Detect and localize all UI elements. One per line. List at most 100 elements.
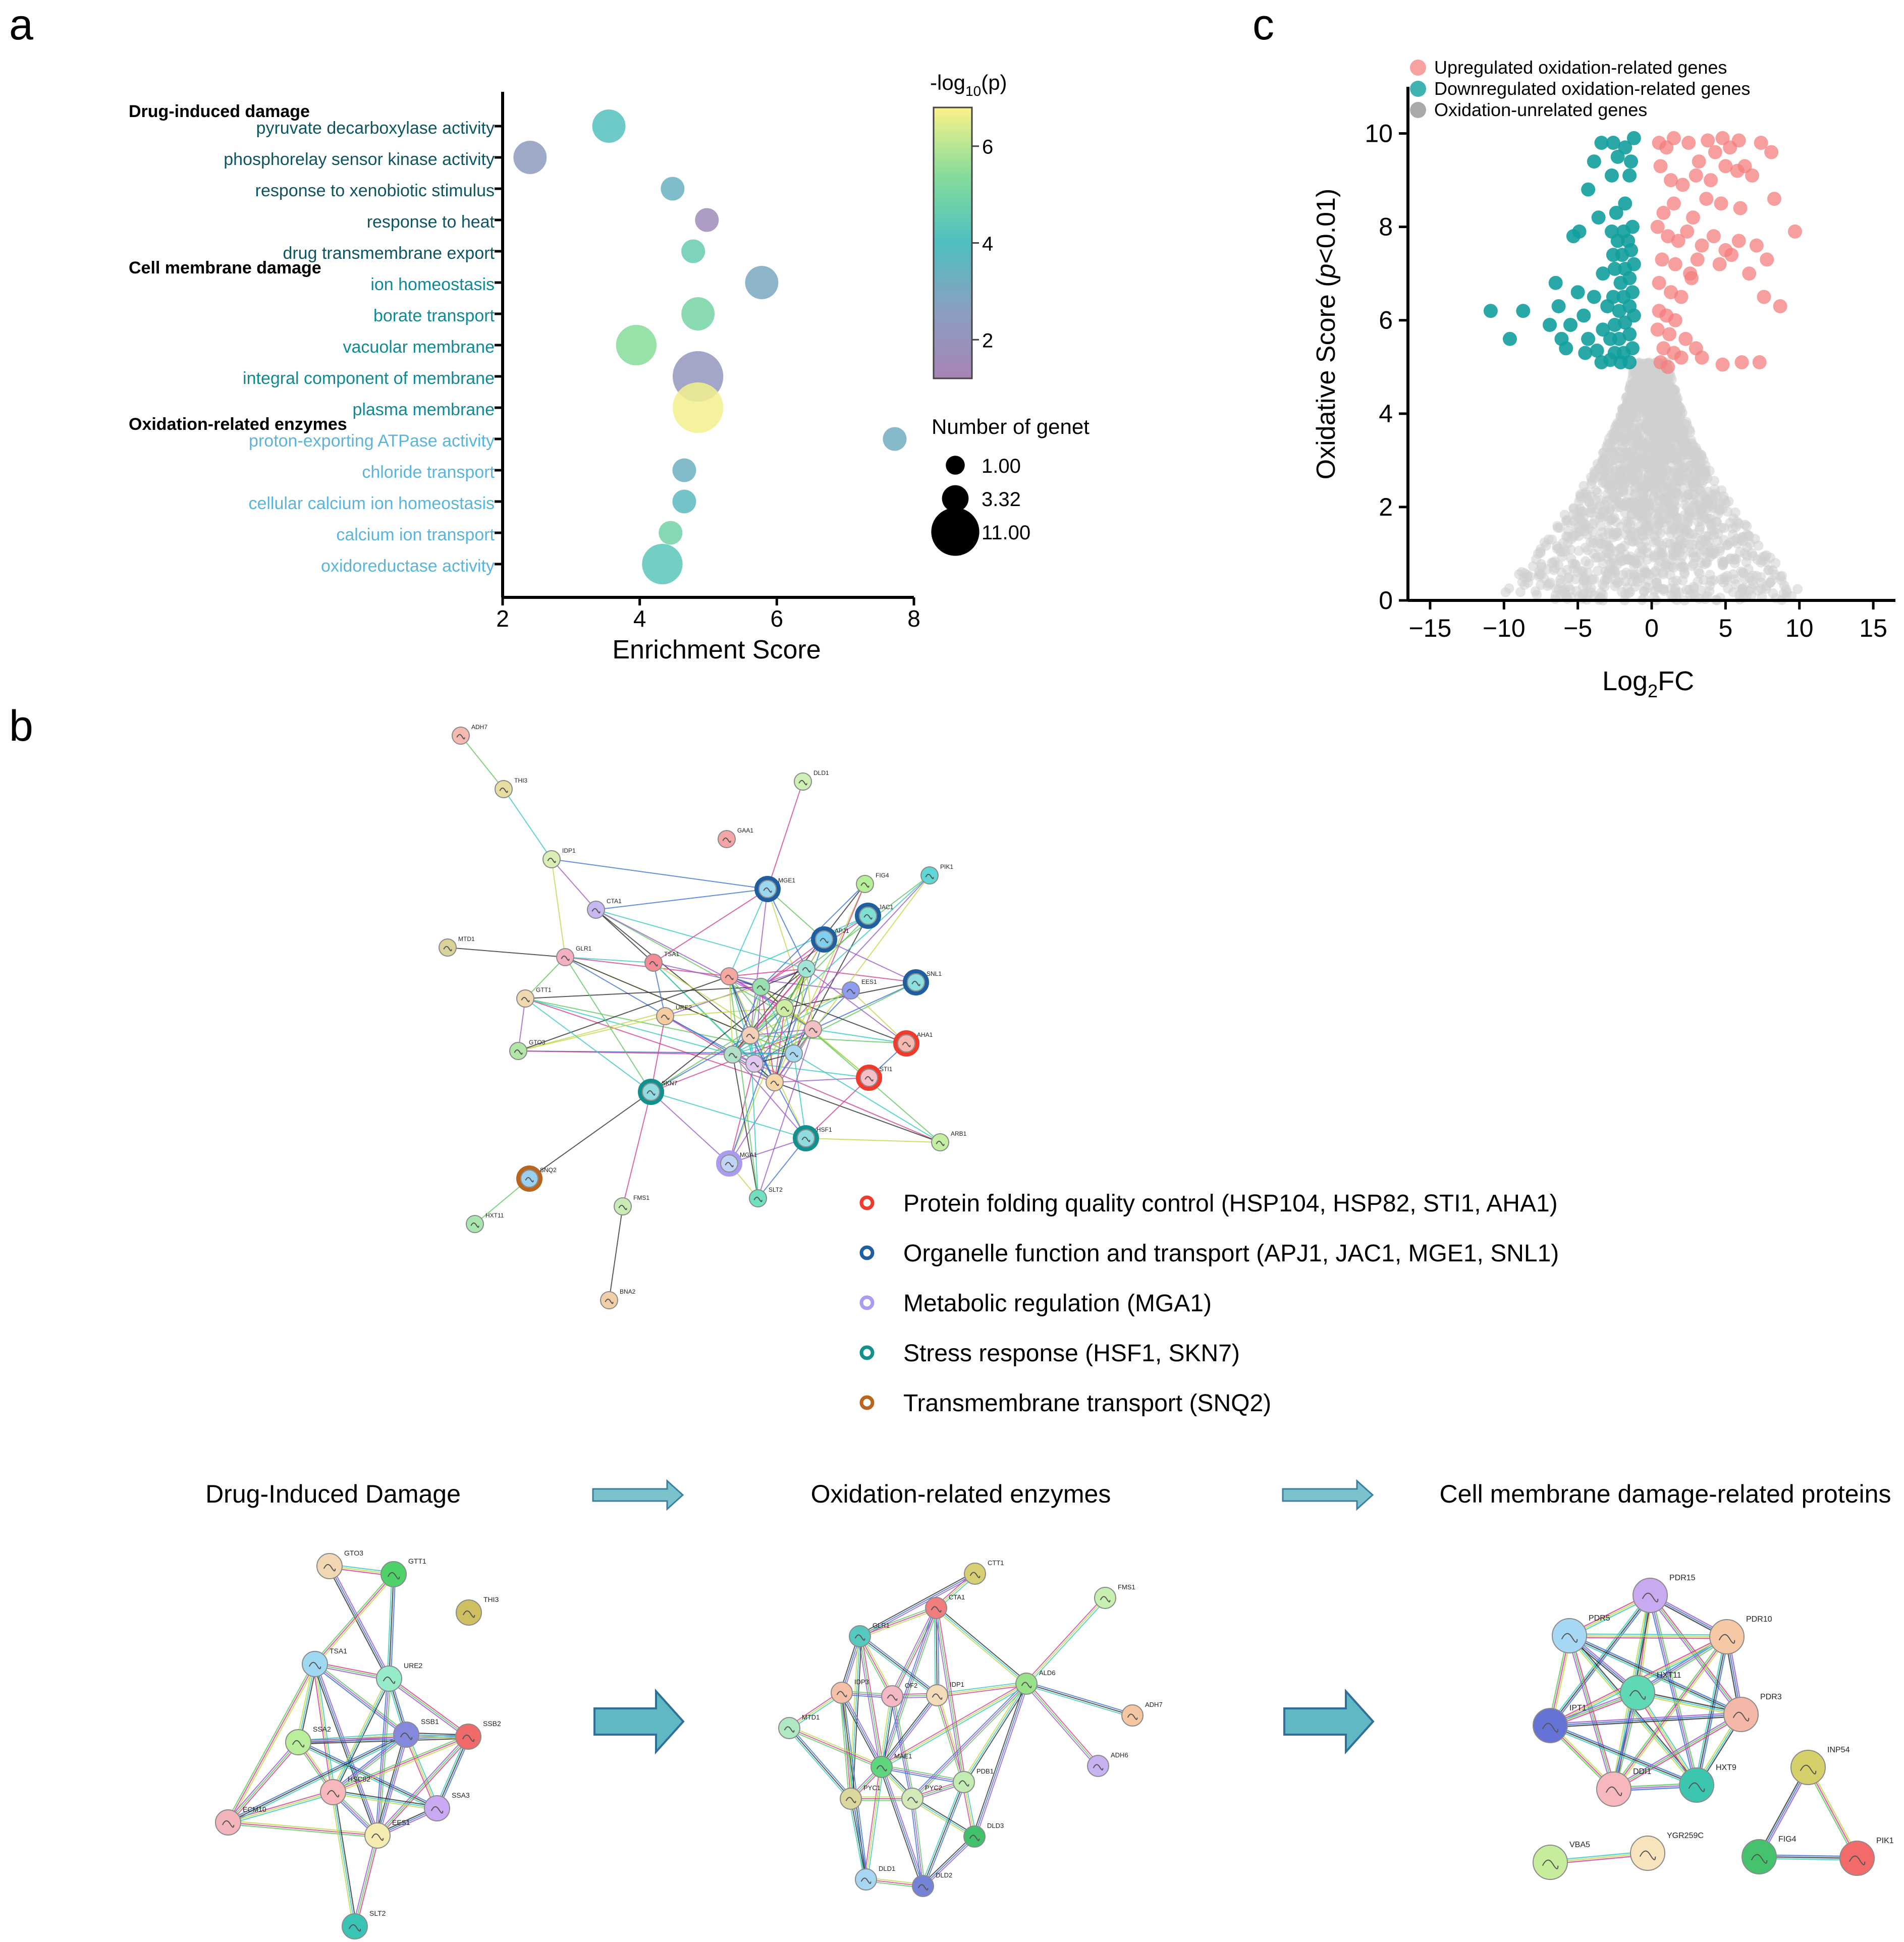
protein-node-gto3[interactable]: GTO3 [316,1549,363,1579]
protein-node-adh6[interactable]: ADH6 [1087,1751,1128,1777]
protein-node-fig4[interactable]: FIG4 [1742,1835,1797,1874]
unrelated-gene-point [1635,555,1645,566]
protein-node-ygr259c[interactable]: YGR259C [1630,1832,1704,1871]
protein-node-ure2[interactable]: URE2 [376,1661,423,1692]
protein-node-[interactable] [745,1055,764,1073]
node-circle [1790,1750,1826,1785]
protein-node-[interactable] [776,999,794,1017]
unrelated-gene-point [1792,584,1803,594]
protein-node-gaa1[interactable]: GAA1 [718,827,753,848]
protein-node-ssb1[interactable]: SSB1 [393,1717,439,1748]
protein-node-dld3[interactable]: DLD3 [963,1822,1004,1848]
protein-node-adh7[interactable]: ADH7 [1121,1701,1163,1727]
node-label: YGR259C [1667,1832,1704,1840]
protein-node-fms1[interactable]: FMS1 [614,1194,649,1215]
protein-node-dld1[interactable]: DLD1 [794,769,829,791]
protein-node-mae1[interactable]: MAE1 [871,1752,912,1778]
protein-node-[interactable] [766,1073,784,1091]
node-circle [897,1034,915,1052]
protein-node-[interactable] [785,1044,803,1063]
protein-node-mtd1[interactable]: MTD1 [778,1713,820,1739]
protein-node-hxt9[interactable]: HXT9 [1679,1763,1736,1803]
protein-node-pyc1[interactable]: PYC1 [840,1784,881,1810]
protein-node-apj1[interactable]: APJ1 [811,926,849,953]
protein-node-[interactable] [804,1020,822,1038]
protein-node-idp3[interactable]: IDP3 [831,1678,869,1704]
protein-node-tsa1[interactable]: TSA1 [644,951,679,972]
protein-node-idp1[interactable]: IDP1 [542,847,576,868]
protein-node-mga1[interactable]: MGA1 [716,1150,757,1177]
protein-node-dld1[interactable]: DLD1 [855,1865,895,1891]
protein-node-ssb2[interactable]: SSB2 [455,1719,501,1750]
protein-node-[interactable] [741,1026,759,1044]
protein-node-inp54[interactable]: INP54 [1790,1746,1850,1785]
node-circle [1121,1704,1144,1727]
protein-node-[interactable] [752,978,770,996]
protein-node-of2[interactable]: OF2 [881,1682,917,1707]
protein-node-ald6[interactable]: ALD6 [1015,1669,1056,1695]
protein-node-slt2[interactable]: SLT2 [342,1909,386,1939]
protein-node-hxt11[interactable]: HXT11 [1620,1671,1681,1710]
protein-node-vba5[interactable]: VBA5 [1533,1841,1590,1880]
protein-node-ctt1[interactable]: CTT1 [964,1559,1004,1585]
protein-node-bna2[interactable]: BNA2 [600,1288,636,1309]
protein-node-ure2[interactable]: URE2 [656,1004,692,1025]
protein-node-gtt1[interactable]: GTT1 [380,1557,426,1587]
unrelated-gene-point [1543,534,1554,545]
protein-node-tsa1[interactable]: TSA1 [302,1647,347,1677]
unrelated-gene-point [1622,428,1633,438]
protein-node-dld2[interactable]: DLD2 [912,1871,952,1897]
protein-node-pdr5[interactable]: PDR5 [1552,1614,1610,1653]
network-edge [975,1684,1029,1838]
protein-node-aha1[interactable]: AHA1 [893,1030,933,1057]
network-edge [650,1035,751,1092]
protein-node-glr1[interactable]: GLR1 [556,945,592,966]
a-group-label: Cell membrane damage [129,258,321,278]
protein-node-skn7[interactable]: SKN7 [638,1079,678,1105]
protein-node-ssa2[interactable]: SSA2 [285,1725,331,1755]
protein-node-snq2[interactable]: SNQ2 [516,1166,557,1192]
upregulated-gene-point [1684,271,1699,286]
protein-node-pdr10[interactable]: PDR10 [1709,1615,1772,1654]
protein-node-ees1[interactable]: EES1 [842,978,877,1000]
protein-node-cta1[interactable]: CTA1 [925,1593,965,1619]
protein-node-pdr3[interactable]: PDR3 [1723,1693,1782,1732]
protein-node-jac1[interactable]: JAC1 [855,903,894,929]
protein-node-cta1[interactable]: CTA1 [587,898,622,919]
protein-node-gtt1[interactable]: GTT1 [516,986,552,1008]
protein-node-pik1[interactable]: PIK1 [920,863,953,884]
unrelated-gene-point [1551,583,1562,594]
protein-node-ssa3[interactable]: SSA3 [424,1791,470,1821]
protein-node-pyc2[interactable]: PYC2 [901,1784,942,1810]
protein-node-hsc82[interactable]: HSC82 [320,1775,370,1805]
a-group-label: Drug-induced damage [129,102,310,121]
protein-node-pdr15[interactable]: PDR15 [1633,1574,1696,1613]
node-label: DLD2 [936,1871,952,1879]
protein-node-fig4[interactable]: FIG4 [856,872,889,893]
protein-node-pik1[interactable]: PIK1 [1839,1837,1894,1876]
protein-node-fms1[interactable]: FMS1 [1094,1583,1135,1609]
unrelated-gene-point [1710,488,1720,499]
protein-node-gto3[interactable]: GTO3 [509,1039,546,1060]
protein-node-ecm10[interactable]: ECM10 [215,1805,266,1836]
protein-node-hsf1[interactable]: HSF1 [793,1125,832,1151]
protein-node-pdb1[interactable]: PDB1 [953,1767,994,1793]
protein-node-ddi1[interactable]: DDI1 [1596,1767,1652,1807]
protein-node-adh7[interactable]: ADH7 [452,724,487,745]
protein-node-[interactable] [720,967,738,985]
protein-node-glr1[interactable]: GLR1 [849,1622,890,1647]
protein-node-thi3[interactable]: THI3 [456,1595,499,1626]
protein-node-ees1[interactable]: EES1 [364,1818,410,1849]
protein-node-ipt1[interactable]: IPT1 [1533,1704,1587,1743]
protein-node-idp1[interactable]: IDP1 [926,1681,964,1706]
protein-node-mge1[interactable]: MGE1 [754,876,795,902]
protein-node-thi3[interactable]: THI3 [495,777,527,798]
protein-node-mtd1[interactable]: MTD1 [439,935,475,957]
protein-node-slt2[interactable]: SLT2 [749,1186,783,1207]
protein-node-arb1[interactable]: ARB1 [931,1130,967,1151]
protein-node-[interactable] [797,960,815,978]
protein-node-sti1[interactable]: STI1 [856,1065,893,1091]
protein-node-[interactable] [724,1045,742,1064]
protein-node-snl1[interactable]: SNL1 [903,969,942,995]
protein-node-hxt11[interactable]: HXT11 [466,1212,504,1233]
